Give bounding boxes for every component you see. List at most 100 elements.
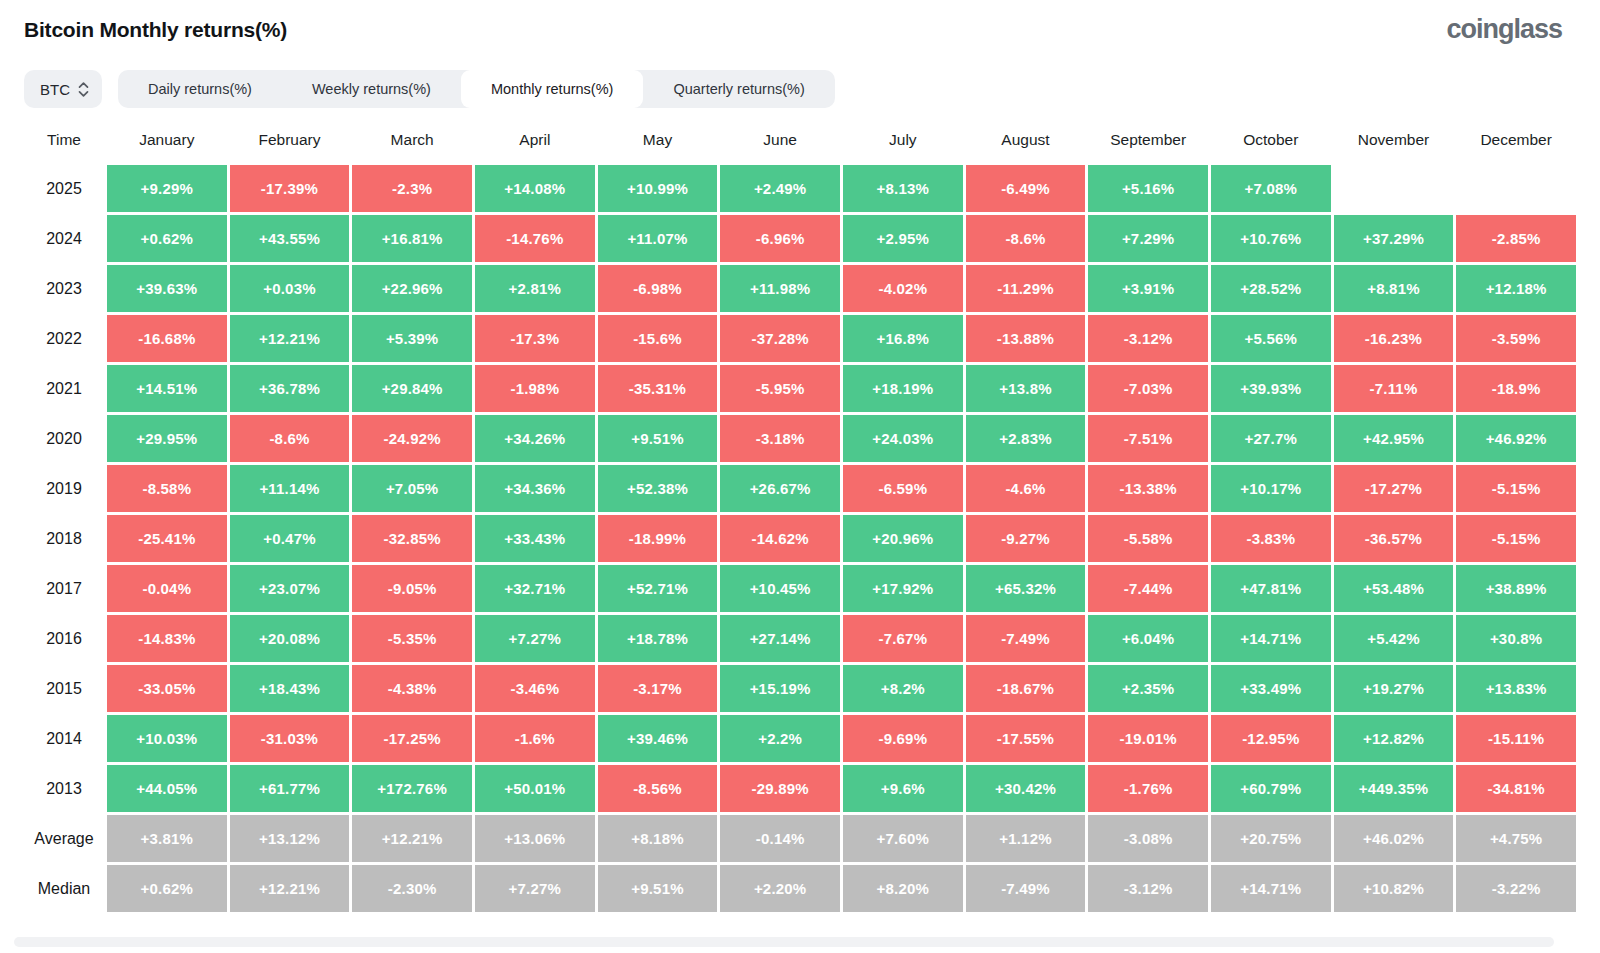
return-cell: +17.92% bbox=[843, 565, 963, 612]
return-cell: +36.78% bbox=[230, 365, 350, 412]
return-cell: +34.26% bbox=[475, 415, 595, 462]
return-cell: -7.11% bbox=[1334, 365, 1454, 412]
return-cell: +46.02% bbox=[1334, 815, 1454, 862]
return-cell: +10.99% bbox=[598, 165, 718, 212]
month-column-header: July bbox=[843, 118, 963, 162]
return-cell: -3.18% bbox=[720, 415, 840, 462]
return-cell: -5.35% bbox=[352, 615, 472, 662]
return-cell: +10.17% bbox=[1211, 465, 1331, 512]
return-cell: +46.92% bbox=[1456, 415, 1576, 462]
return-cell: -24.92% bbox=[352, 415, 472, 462]
return-cell: -15.6% bbox=[598, 315, 718, 362]
tab-monthly[interactable]: Monthly returns(%) bbox=[461, 70, 643, 108]
return-cell: +6.04% bbox=[1088, 615, 1208, 662]
return-cell: +14.08% bbox=[475, 165, 595, 212]
row-label-2015: 2015 bbox=[24, 665, 104, 712]
return-cell: +13.06% bbox=[475, 815, 595, 862]
month-column-header: September bbox=[1088, 118, 1208, 162]
row-label-2017: 2017 bbox=[24, 565, 104, 612]
return-cell: -6.59% bbox=[843, 465, 963, 512]
return-cell: -2.85% bbox=[1456, 215, 1576, 262]
month-column-header: June bbox=[720, 118, 840, 162]
return-cell: -37.28% bbox=[720, 315, 840, 362]
return-cell: +5.42% bbox=[1334, 615, 1454, 662]
return-cell: -13.38% bbox=[1088, 465, 1208, 512]
return-cell: +7.27% bbox=[475, 865, 595, 912]
return-cell: +7.08% bbox=[1211, 165, 1331, 212]
return-cell: -17.55% bbox=[966, 715, 1086, 762]
return-cell: -2.30% bbox=[352, 865, 472, 912]
return-cell: +52.38% bbox=[598, 465, 718, 512]
coinglass-logo: coinglass bbox=[1446, 14, 1576, 45]
returns-table: TimeJanuaryFebruaryMarchAprilMayJuneJuly… bbox=[24, 118, 1576, 912]
return-cell: -14.62% bbox=[720, 515, 840, 562]
return-cell: -7.03% bbox=[1088, 365, 1208, 412]
return-cell: +9.51% bbox=[598, 415, 718, 462]
page-title: Bitcoin Monthly returns(%) bbox=[24, 14, 287, 42]
return-cell: -6.49% bbox=[966, 165, 1086, 212]
return-cell: +24.03% bbox=[843, 415, 963, 462]
tab-quarterly[interactable]: Quarterly returns(%) bbox=[643, 70, 834, 108]
return-cell: -1.98% bbox=[475, 365, 595, 412]
return-cell: +2.81% bbox=[475, 265, 595, 312]
return-cell: +7.29% bbox=[1088, 215, 1208, 262]
return-cell: -7.67% bbox=[843, 615, 963, 662]
return-cell: +8.13% bbox=[843, 165, 963, 212]
return-cell: +32.71% bbox=[475, 565, 595, 612]
return-cell: +9.29% bbox=[107, 165, 227, 212]
top-bar: Bitcoin Monthly returns(%) coinglass bbox=[24, 14, 1576, 64]
return-cell: -8.56% bbox=[598, 765, 718, 812]
return-cell: +39.46% bbox=[598, 715, 718, 762]
return-cell: +27.14% bbox=[720, 615, 840, 662]
return-cell: +65.32% bbox=[966, 565, 1086, 612]
return-cell: +3.91% bbox=[1088, 265, 1208, 312]
row-label-2022: 2022 bbox=[24, 315, 104, 362]
return-cell: +23.07% bbox=[230, 565, 350, 612]
return-cell: +3.81% bbox=[107, 815, 227, 862]
return-cell: -8.58% bbox=[107, 465, 227, 512]
month-column-header: November bbox=[1334, 118, 1454, 162]
return-cell: -0.04% bbox=[107, 565, 227, 612]
tab-daily[interactable]: Daily returns(%) bbox=[118, 70, 282, 108]
return-cell: +14.51% bbox=[107, 365, 227, 412]
return-cell: -17.3% bbox=[475, 315, 595, 362]
return-cell: -8.6% bbox=[230, 415, 350, 462]
return-cell: -3.22% bbox=[1456, 865, 1576, 912]
return-cell: +12.21% bbox=[230, 315, 350, 362]
return-cell: +28.52% bbox=[1211, 265, 1331, 312]
empty-cell bbox=[1456, 165, 1576, 212]
symbol-selector[interactable]: BTC bbox=[24, 70, 102, 108]
return-cell: -7.51% bbox=[1088, 415, 1208, 462]
return-cell: -0.14% bbox=[720, 815, 840, 862]
return-cell: +0.62% bbox=[107, 215, 227, 262]
return-cell: -36.57% bbox=[1334, 515, 1454, 562]
return-cell: -18.9% bbox=[1456, 365, 1576, 412]
return-cell: -7.44% bbox=[1088, 565, 1208, 612]
return-cell: -29.89% bbox=[720, 765, 840, 812]
row-label-2025: 2025 bbox=[24, 165, 104, 212]
tab-weekly[interactable]: Weekly returns(%) bbox=[282, 70, 461, 108]
return-cell: +2.20% bbox=[720, 865, 840, 912]
return-cell: +0.03% bbox=[230, 265, 350, 312]
row-label-2018: 2018 bbox=[24, 515, 104, 562]
return-cell: +2.83% bbox=[966, 415, 1086, 462]
month-column-header: February bbox=[230, 118, 350, 162]
return-cell: +61.77% bbox=[230, 765, 350, 812]
return-cell: -15.11% bbox=[1456, 715, 1576, 762]
return-cell: +11.07% bbox=[598, 215, 718, 262]
return-cell: -5.58% bbox=[1088, 515, 1208, 562]
return-cell: +52.71% bbox=[598, 565, 718, 612]
return-cell: -7.49% bbox=[966, 865, 1086, 912]
return-cell: -19.01% bbox=[1088, 715, 1208, 762]
return-cell: -12.95% bbox=[1211, 715, 1331, 762]
return-cell: -3.12% bbox=[1088, 315, 1208, 362]
return-cell: -5.15% bbox=[1456, 465, 1576, 512]
return-cell: -16.23% bbox=[1334, 315, 1454, 362]
horizontal-scrollbar-track[interactable] bbox=[14, 937, 1554, 947]
return-cell: -3.83% bbox=[1211, 515, 1331, 562]
return-cell: -4.6% bbox=[966, 465, 1086, 512]
return-cell: -3.17% bbox=[598, 665, 718, 712]
return-cell: -2.3% bbox=[352, 165, 472, 212]
return-cell: -5.15% bbox=[1456, 515, 1576, 562]
return-cell: +14.71% bbox=[1211, 615, 1331, 662]
